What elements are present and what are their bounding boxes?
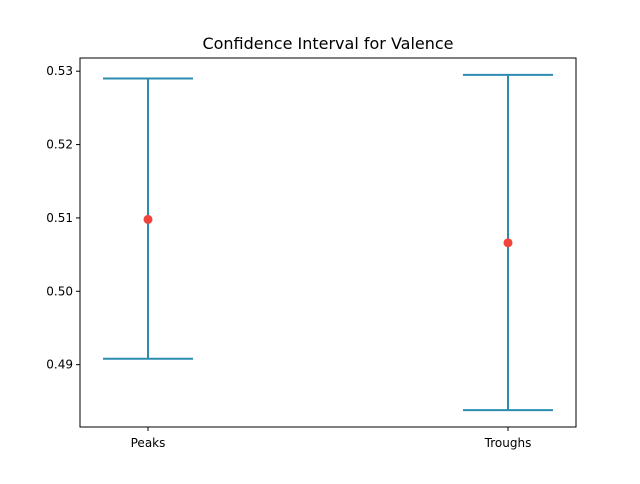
marks-layer <box>103 73 553 412</box>
y-tick-label: 0.50 <box>46 284 73 298</box>
x-tick-label: Peaks <box>131 436 166 450</box>
y-tick-label: 0.51 <box>46 211 73 225</box>
y-tick-label: 0.52 <box>46 138 73 152</box>
y-tick-label: 0.53 <box>46 64 73 78</box>
plot-frame <box>79 57 577 428</box>
x-tick-label: Troughs <box>484 436 532 450</box>
mean-point <box>143 214 153 224</box>
ticks-layer: 0.49 0.50 0.51 0.52 0.53 Peaks Troughs <box>46 64 531 450</box>
mean-point <box>503 238 513 248</box>
y-tick-label: 0.49 <box>46 358 73 372</box>
chart-title: Confidence Interval for Valence <box>202 34 453 53</box>
